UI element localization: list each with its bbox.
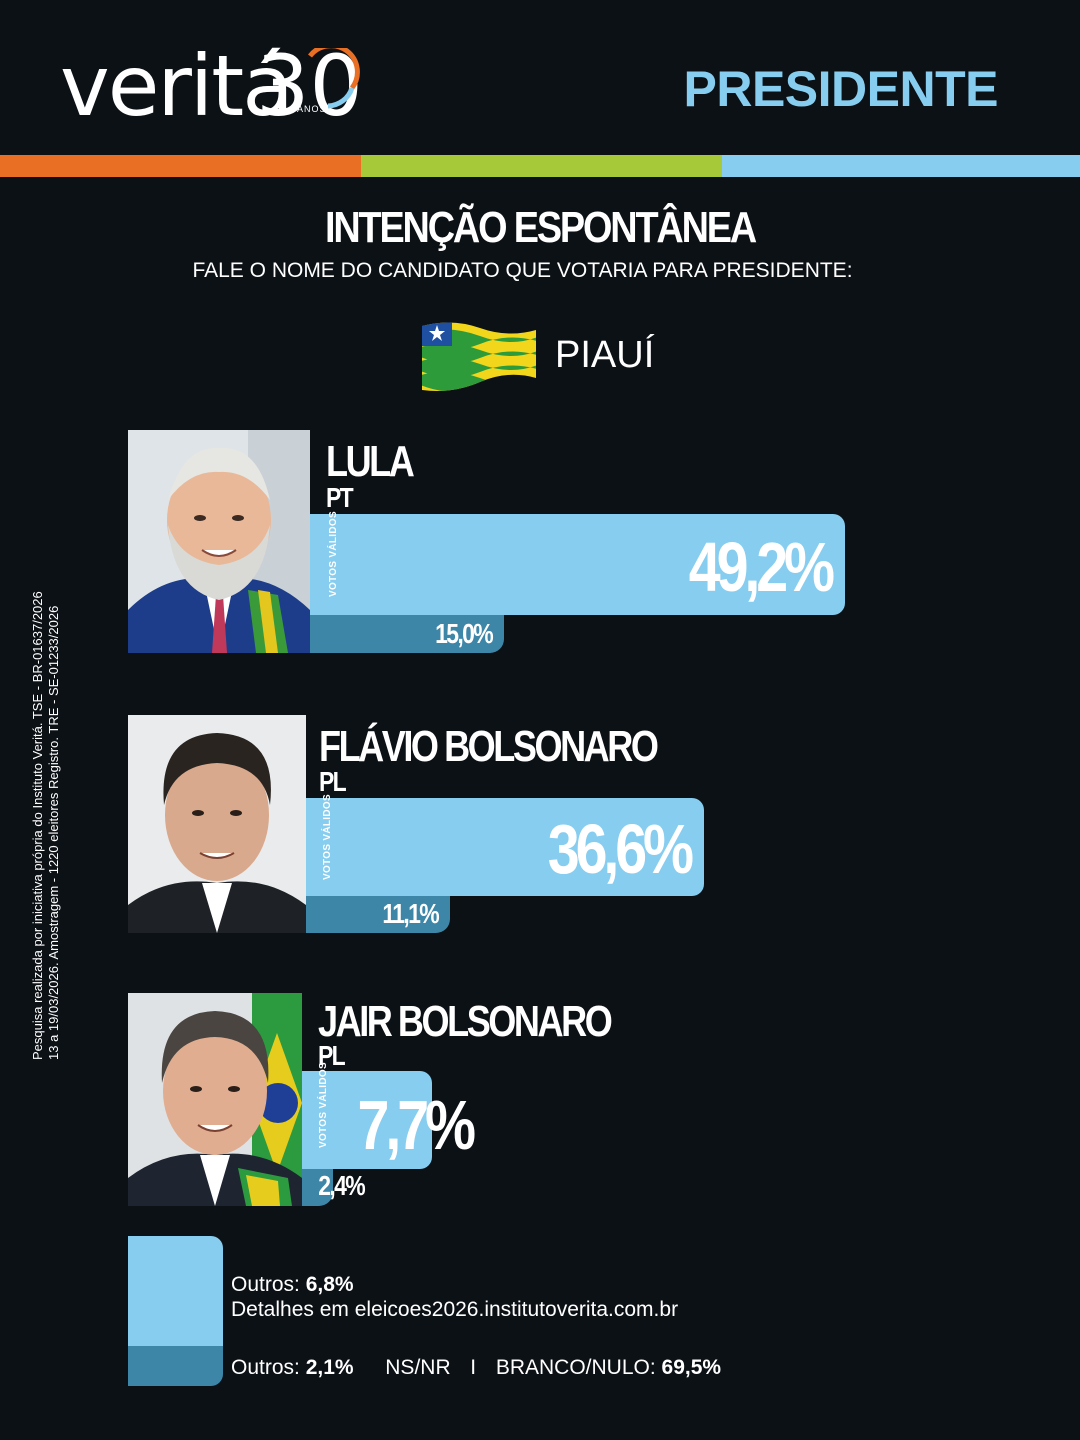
bar-total bbox=[310, 615, 504, 653]
value-label-valid: 49,2% bbox=[688, 528, 835, 606]
candidate-party: PL bbox=[318, 1040, 346, 1071]
others-valid-label: Outros: bbox=[231, 1273, 300, 1296]
others-total-line: Outros: 2,1% NS/NR I BRANCO/NULO: 69,5% bbox=[231, 1356, 721, 1380]
candidate-name: LULA bbox=[326, 437, 415, 486]
details-link-text: Detalhes em eleicoes2026.institutoverita… bbox=[231, 1298, 679, 1321]
value-label-total: 11,1% bbox=[381, 898, 439, 929]
others-valid-swatch bbox=[128, 1236, 223, 1346]
candidate-photo-jair bbox=[128, 993, 302, 1206]
value-label-valid: 36,6% bbox=[547, 810, 694, 888]
candidate-name: JAIR BOLSONARO bbox=[318, 997, 613, 1046]
methodology-note: Pesquisa realizada por iniciativa própri… bbox=[30, 540, 62, 1060]
blank-null-value: 69,5% bbox=[661, 1356, 722, 1379]
others-total-swatch bbox=[128, 1346, 223, 1386]
chart-title: INTENÇÃO ESPONTÂNEA bbox=[324, 203, 757, 252]
bar-total bbox=[302, 1169, 334, 1206]
color-strip-orange bbox=[0, 155, 361, 177]
blank-null-label: BRANCO/NULO: bbox=[495, 1356, 656, 1379]
candidate-name: FLÁVIO BOLSONARO bbox=[319, 722, 659, 771]
others-total-value: 2,1% bbox=[305, 1356, 354, 1379]
separator: I bbox=[470, 1356, 477, 1379]
bar-votos-validos bbox=[310, 514, 845, 615]
color-strip-blue bbox=[722, 155, 1080, 177]
bar-series-label: VOTOS VÁLIDOS bbox=[322, 794, 333, 880]
candidate-photo-lula bbox=[128, 430, 310, 653]
piaui-flag-icon bbox=[422, 322, 536, 392]
chart-subtitle: FALE O NOME DO CANDIDATO QUE VOTARIA PAR… bbox=[192, 259, 853, 282]
others-valid-line: Outros: 6,8% bbox=[231, 1273, 354, 1297]
candidate-photo-flavio bbox=[128, 715, 306, 933]
bar-total bbox=[306, 896, 450, 933]
logo-ring-icon bbox=[308, 48, 360, 109]
portrait-flavio-icon bbox=[128, 715, 306, 933]
methodology-line-2: 13 a 19/03/2026. Amostragem - 1220 eleit… bbox=[46, 605, 61, 1060]
methodology-line-1: Pesquisa realizada por iniciativa própri… bbox=[30, 591, 45, 1060]
logo-wordmark: veritá bbox=[60, 37, 294, 135]
bar-votos-validos bbox=[306, 798, 704, 896]
value-label-valid: 7,7% bbox=[357, 1086, 477, 1164]
bar-votos-validos bbox=[302, 1071, 432, 1169]
portrait-jair-icon bbox=[128, 993, 302, 1206]
state-name: PIAUÍ bbox=[555, 334, 655, 376]
section-title: PRESIDENTE bbox=[683, 61, 998, 117]
others-valid-value: 6,8% bbox=[305, 1273, 354, 1296]
candidate-party: PT bbox=[326, 482, 354, 513]
logo-years: ANOS bbox=[297, 104, 327, 114]
portrait-lula-icon bbox=[128, 430, 310, 653]
color-strip-green bbox=[361, 155, 722, 177]
bar-series-label: VOTOS VÁLIDOS bbox=[328, 511, 339, 597]
candidate-party: PL bbox=[319, 766, 347, 797]
value-label-total: 2,4% bbox=[318, 1170, 365, 1201]
others-total-label: Outros: bbox=[231, 1356, 300, 1379]
nsnr-label: NS/NR bbox=[385, 1356, 451, 1379]
value-label-total: 15,0% bbox=[435, 618, 494, 649]
